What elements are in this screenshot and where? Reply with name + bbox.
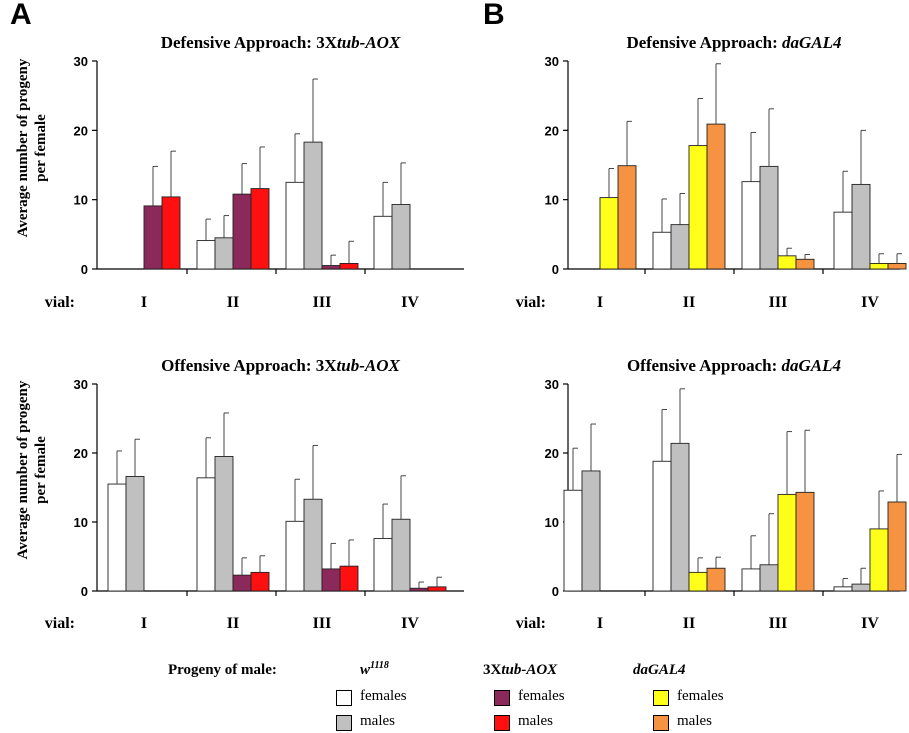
legend-label-dagal4-females: females bbox=[677, 688, 724, 704]
y-tick-label: 30 bbox=[74, 377, 88, 392]
x-tick-label: II bbox=[227, 294, 239, 311]
y-tick-label: 10 bbox=[74, 515, 88, 530]
legend-group-name-part: daGAL4 bbox=[633, 662, 686, 678]
legend-label-w1118-males: males bbox=[360, 713, 395, 729]
chart-title: Defensive Approach: daGAL4 bbox=[626, 33, 841, 52]
panel-label-b: B bbox=[483, 0, 505, 31]
chart-title: Defensive Approach: 3Xtub-AOX bbox=[161, 33, 401, 52]
y-tick-label: 30 bbox=[545, 377, 559, 392]
x-tick-label: III bbox=[769, 294, 788, 311]
y-tick-label: 10 bbox=[545, 515, 559, 530]
y-tick-label: 20 bbox=[74, 123, 88, 138]
legend-label-tub-aox-females: females bbox=[518, 688, 565, 704]
chart-1: Defensive Approach: 3Xtub-AOX 0 10 20 30 vial… bbox=[45, 33, 464, 311]
legend-group-name-tub-aox: 3Xtub-AOX bbox=[483, 662, 557, 679]
x-tick-label: II bbox=[683, 294, 695, 311]
y-tick-label: 0 bbox=[552, 584, 559, 599]
chart-title-part: Offensive Approach: 3X bbox=[161, 356, 337, 375]
x-axis-prefix-label: vial: bbox=[516, 294, 546, 311]
x-tick-label: I bbox=[597, 615, 603, 632]
legend-label-w1118-females: females bbox=[360, 688, 407, 704]
chart-title-part: daGAL4 bbox=[782, 33, 842, 52]
chart-3: Offensive Approach: 3Xtub-AOX 0 10 20 30 vial… bbox=[45, 356, 464, 632]
y-tick-label: 10 bbox=[74, 193, 88, 208]
x-tick-label: III bbox=[769, 615, 788, 632]
y-tick-label: 0 bbox=[81, 262, 88, 277]
legend-label-dagal4-males: males bbox=[677, 713, 712, 729]
chart-title: Offensive Approach: 3Xtub-AOX bbox=[161, 356, 400, 375]
x-tick-label: I bbox=[597, 294, 603, 311]
x-tick-label: IV bbox=[861, 294, 879, 311]
x-tick-label: IV bbox=[861, 615, 879, 632]
y-tick-label: 20 bbox=[74, 446, 88, 461]
y-tick-label: 30 bbox=[545, 54, 559, 69]
legend-title: Progeny of male: bbox=[168, 662, 277, 678]
chart-title-part: Defensive Approach: bbox=[626, 33, 782, 52]
x-tick-label: II bbox=[683, 615, 695, 632]
x-tick-label: II bbox=[227, 615, 239, 632]
x-axis-prefix-label: vial: bbox=[516, 615, 546, 632]
x-tick-label: IV bbox=[401, 294, 419, 311]
y-tick-label: 20 bbox=[545, 123, 559, 138]
legend-group-name-dagal4: daGAL4 bbox=[633, 662, 686, 679]
panel-label-a: A bbox=[10, 0, 32, 31]
y-tick-label: 0 bbox=[81, 584, 88, 599]
legend-swatch-dagal4-females bbox=[653, 690, 669, 706]
y-tick-label: 30 bbox=[74, 54, 88, 69]
y-tick-label: 20 bbox=[545, 446, 559, 461]
legend-swatch-tub-aox-females bbox=[494, 690, 510, 706]
x-tick-label: I bbox=[141, 294, 147, 311]
chart-title: Offensive Approach: daGAL4 bbox=[627, 356, 841, 375]
legend-group-name-part: 3X bbox=[483, 662, 502, 678]
x-tick-label: III bbox=[313, 294, 332, 311]
legend-group-name-w1118: w1118 bbox=[360, 660, 389, 679]
x-axis-prefix-label: vial: bbox=[45, 294, 75, 311]
chart-title-part: daGAL4 bbox=[782, 356, 842, 375]
legend-group-name-part: tub-AOX bbox=[501, 662, 558, 678]
y-tick-label: 10 bbox=[545, 193, 559, 208]
chart-title-part: Defensive Approach: 3X bbox=[161, 33, 338, 52]
legend-group-name-part: w bbox=[360, 662, 371, 678]
x-axis-prefix-label: vial: bbox=[45, 615, 75, 632]
legend-label-tub-aox-males: males bbox=[518, 713, 553, 729]
chart-title-part: Offensive Approach: bbox=[627, 356, 782, 375]
y-tick-label: 0 bbox=[552, 262, 559, 277]
chart-title-part: tub-AOX bbox=[337, 356, 401, 375]
chart-title-part: tub-AOX bbox=[337, 33, 401, 52]
legend-swatch-w1118-males bbox=[336, 715, 352, 731]
figure-charts: Defensive Approach: 3Xtub-AOX0102030vial… bbox=[45, 33, 907, 632]
legend-swatch-dagal4-males bbox=[653, 715, 669, 731]
x-tick-label: III bbox=[313, 615, 332, 632]
legend-swatch-tub-aox-males bbox=[494, 715, 510, 731]
legend-group-name-part: 1118 bbox=[370, 660, 389, 671]
x-tick-label: IV bbox=[401, 615, 419, 632]
x-tick-label: I bbox=[141, 615, 147, 632]
legend-swatch-w1118-females bbox=[336, 690, 352, 706]
